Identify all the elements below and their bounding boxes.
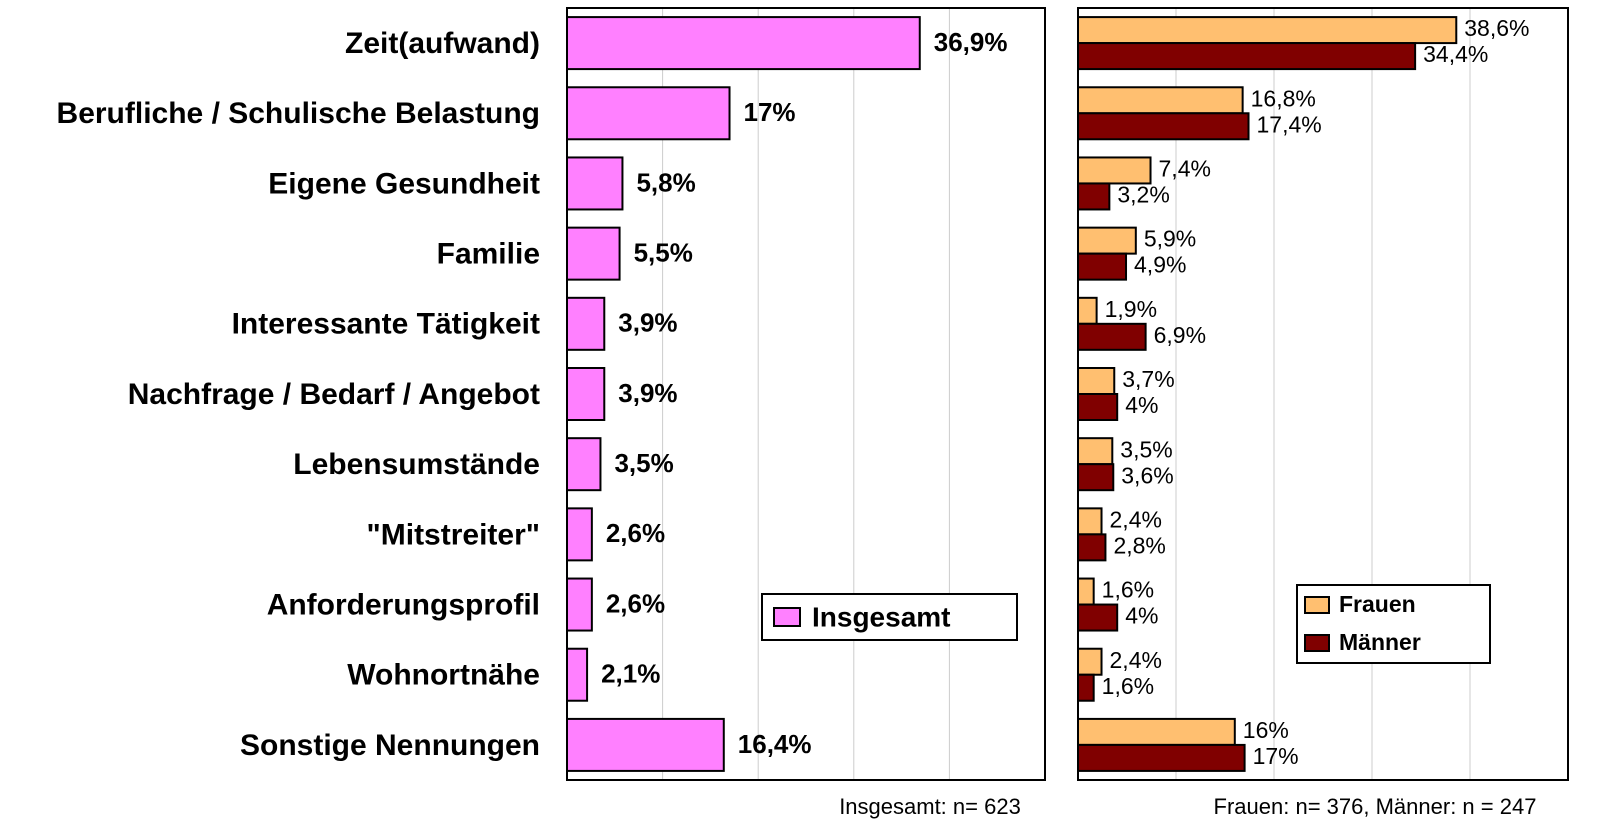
value-label: 3,7% — [1122, 366, 1174, 392]
value-label: 2,1% — [601, 659, 660, 689]
bar — [1077, 717, 1236, 746]
bar — [1077, 533, 1107, 562]
value-label: 3,6% — [1121, 462, 1173, 488]
bar — [1077, 156, 1152, 185]
bar — [1077, 507, 1103, 536]
bar — [1077, 252, 1128, 281]
value-label: 1,6% — [1102, 577, 1154, 603]
bar — [566, 717, 725, 772]
legend-label: Männer — [1339, 629, 1421, 655]
legend-label: Frauen — [1339, 591, 1416, 617]
value-label: 5,9% — [1144, 226, 1196, 252]
footnote: Frauen: n= 376, Männer: n = 247 — [1214, 794, 1537, 819]
value-label: 4% — [1125, 603, 1158, 629]
category-label: Sonstige Nennungen — [240, 729, 540, 762]
value-label: 16% — [1243, 717, 1289, 743]
value-label: 2,4% — [1110, 506, 1162, 532]
legend-label: Insgesamt — [812, 601, 951, 632]
value-label: 3,5% — [1120, 436, 1172, 462]
bar — [566, 437, 602, 492]
value-label: 3,9% — [618, 378, 677, 408]
bar — [1077, 393, 1119, 421]
category-label: Wohnortnähe — [347, 659, 540, 692]
value-label: 17% — [1253, 743, 1299, 769]
value-label: 16,8% — [1251, 85, 1316, 111]
category-label: Familie — [437, 238, 540, 271]
bar — [566, 86, 731, 141]
category-label: Anforderungsprofil — [267, 588, 540, 621]
value-label: 6,9% — [1154, 322, 1206, 348]
category-label: Interessante Tätigkeit — [232, 308, 540, 341]
bar — [566, 577, 593, 632]
value-label: 2,6% — [606, 588, 665, 618]
value-label: 4,9% — [1134, 252, 1186, 278]
value-label: 3,5% — [614, 448, 673, 478]
value-label: 5,8% — [636, 167, 695, 197]
category-label: Lebensumstände — [293, 448, 540, 481]
bar — [1077, 16, 1458, 45]
bar — [1077, 322, 1147, 351]
category-label: Nachfrage / Bedarf / Angebot — [128, 378, 540, 411]
bar — [1077, 112, 1250, 141]
plot-frame — [566, 7, 1046, 781]
value-label: 1,9% — [1105, 296, 1157, 322]
value-label: 17% — [744, 97, 796, 127]
bar — [566, 156, 624, 211]
value-label: 16,4% — [738, 729, 812, 759]
value-label: 1,6% — [1102, 673, 1154, 699]
value-label: 2,4% — [1110, 647, 1162, 673]
bar — [1077, 743, 1246, 772]
category-label: Eigene Gesundheit — [268, 167, 540, 200]
category-label: Berufliche / Schulische Belastung — [57, 97, 540, 130]
plot-frame — [1077, 7, 1569, 781]
bar — [1077, 437, 1114, 466]
bar — [566, 367, 606, 421]
value-label: 5,5% — [634, 238, 693, 268]
bar — [566, 296, 606, 351]
bar — [1077, 603, 1119, 632]
footnote: Insgesamt: n= 623 — [839, 794, 1021, 819]
bar — [1077, 42, 1417, 71]
value-label: 3,2% — [1117, 182, 1169, 208]
value-label: 36,9% — [934, 27, 1008, 57]
bar — [566, 647, 589, 702]
value-label: 34,4% — [1423, 41, 1488, 67]
legend-swatch — [1304, 634, 1330, 652]
bar — [566, 507, 593, 562]
bar — [1077, 182, 1111, 211]
value-label: 3,9% — [618, 308, 677, 338]
bar — [1077, 86, 1244, 115]
category-label: Zeit(aufwand) — [345, 27, 540, 60]
category-label: "Mitstreiter" — [367, 518, 540, 551]
value-label: 17,4% — [1257, 111, 1322, 137]
bar — [1077, 226, 1137, 255]
bar — [566, 226, 621, 281]
bar — [1077, 577, 1095, 606]
bar — [1077, 296, 1098, 325]
value-label: 4% — [1125, 392, 1158, 418]
legend-box — [761, 593, 1018, 641]
bar — [1077, 647, 1103, 676]
bar — [1077, 673, 1095, 702]
legend-swatch — [773, 607, 801, 627]
bar — [1077, 367, 1116, 395]
value-label: 7,4% — [1159, 156, 1211, 182]
value-label: 2,6% — [606, 518, 665, 548]
bar — [566, 16, 921, 71]
value-label: 2,8% — [1113, 532, 1165, 558]
value-label: 38,6% — [1464, 15, 1529, 41]
legend-swatch — [1304, 596, 1330, 614]
bar — [1077, 463, 1115, 492]
